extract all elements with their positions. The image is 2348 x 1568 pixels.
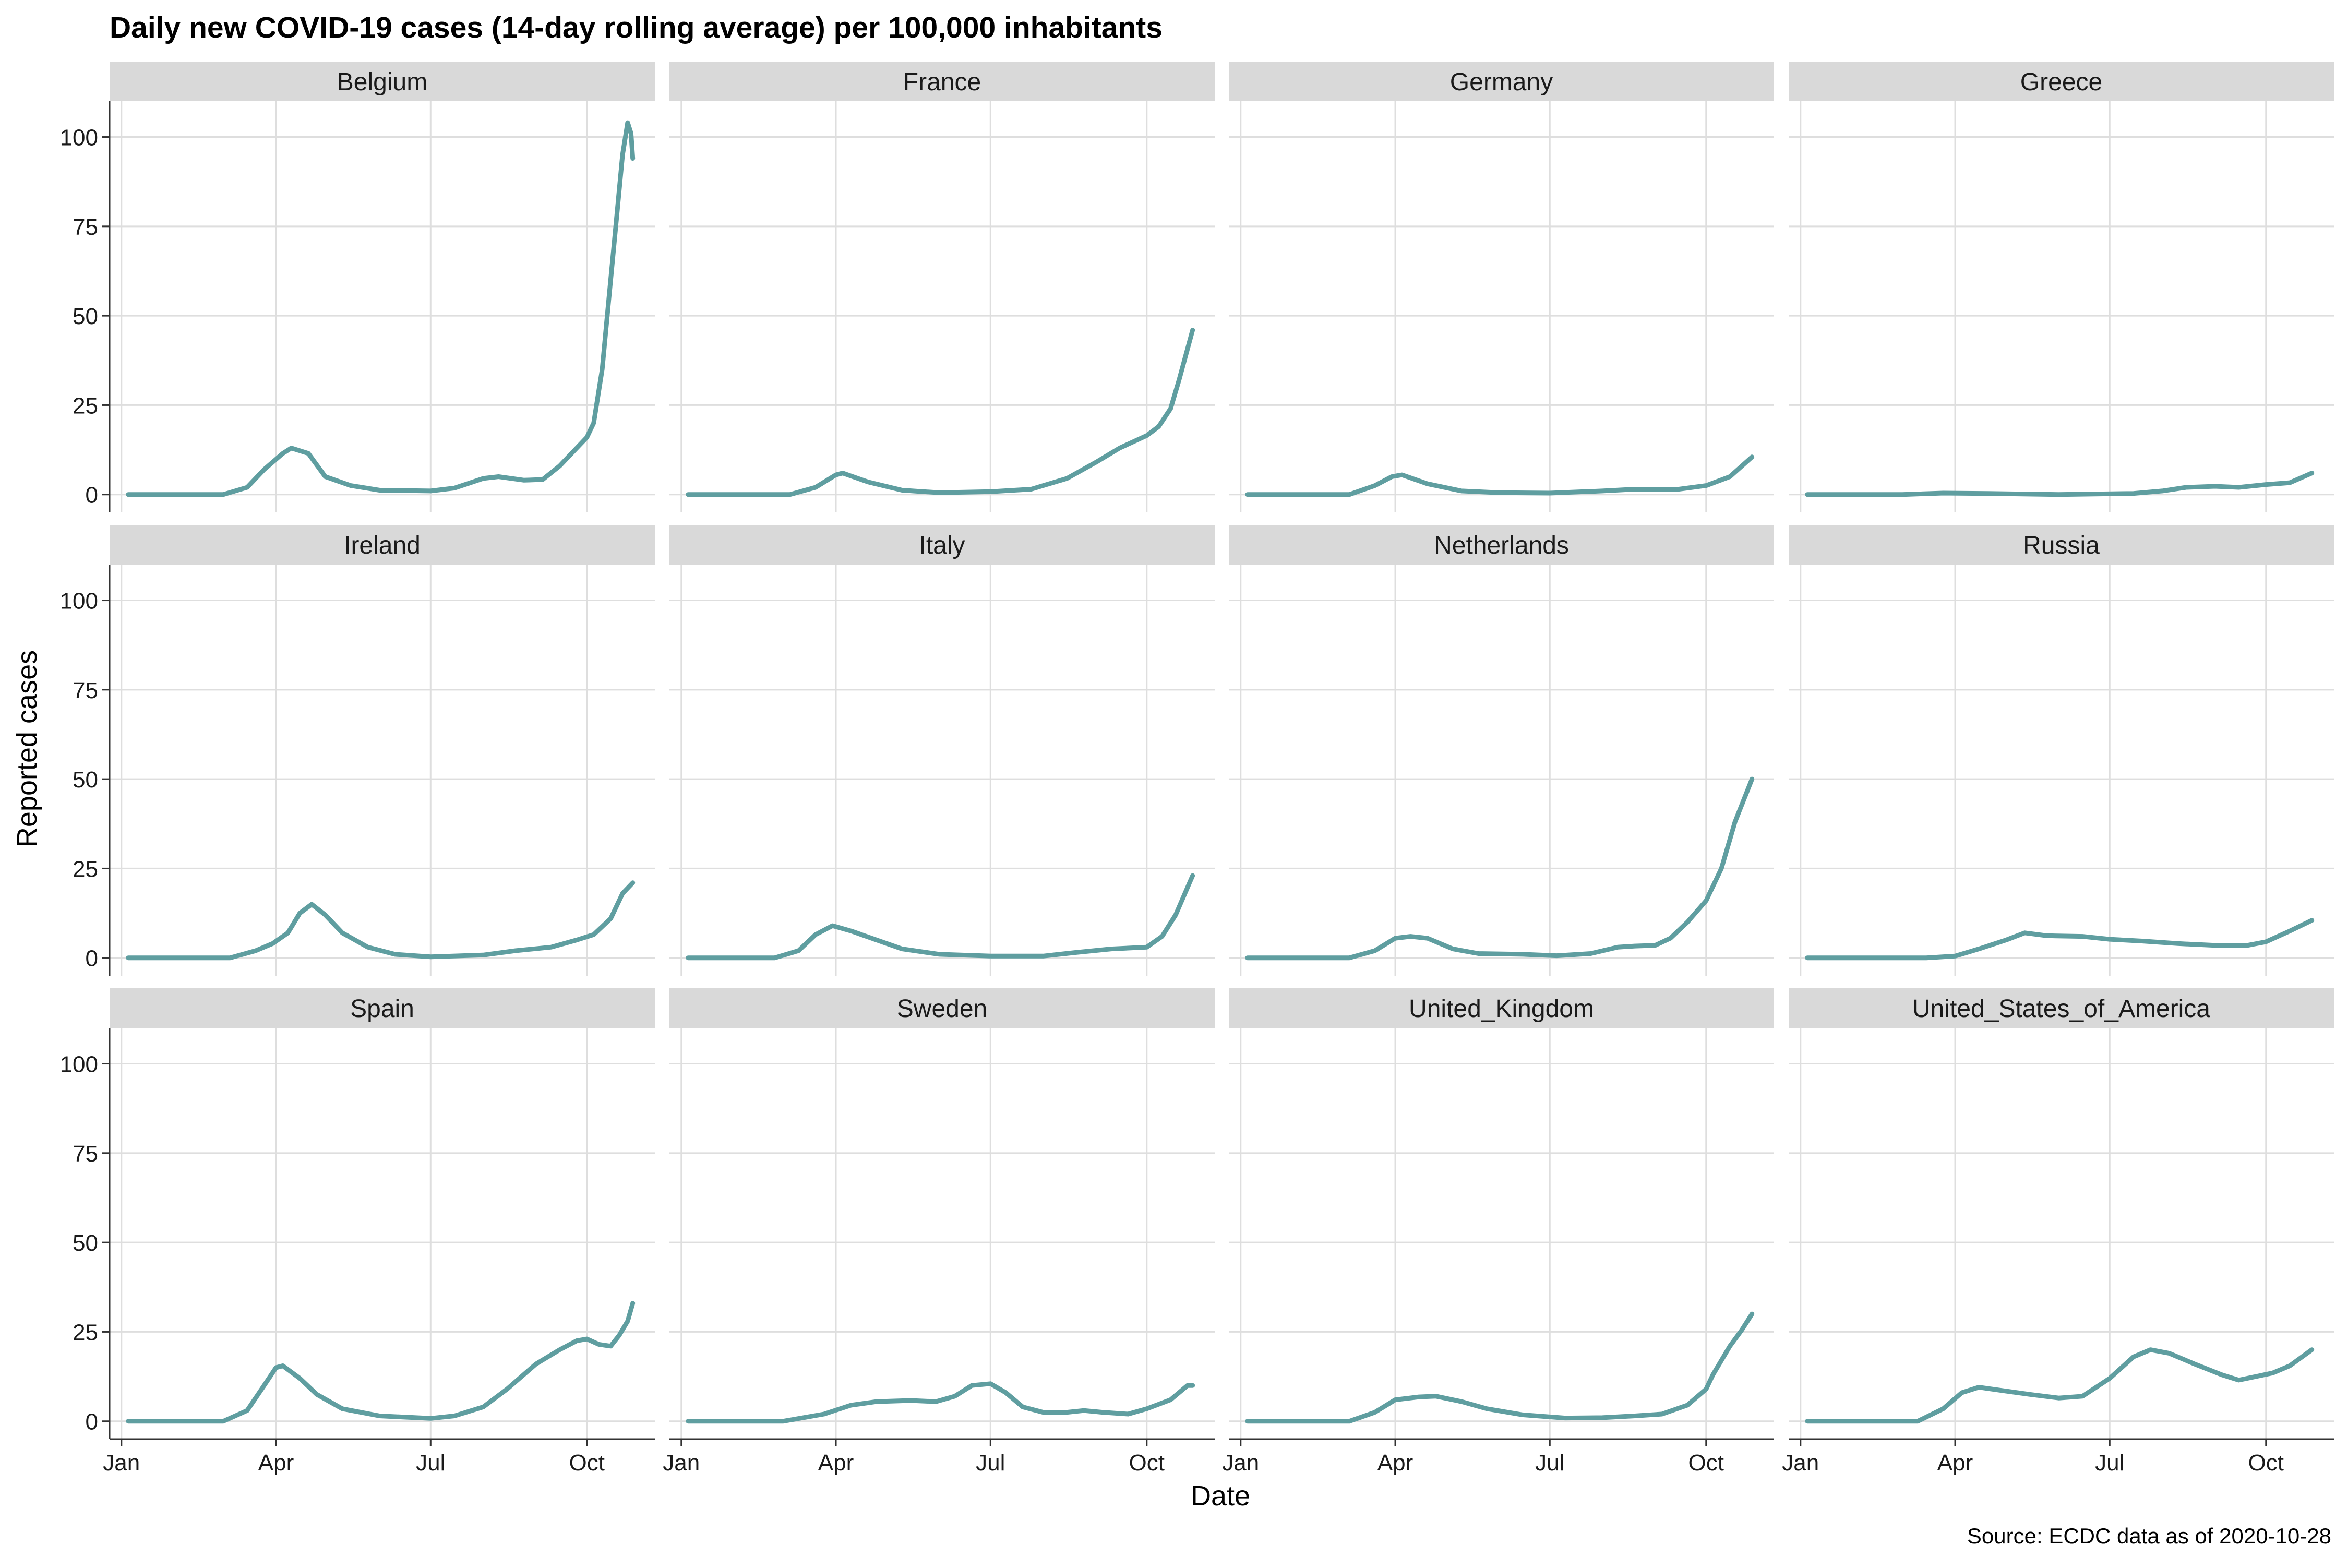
- facet-strip-france: [669, 62, 1215, 101]
- x-tick-label: Jan: [1222, 1450, 1259, 1476]
- facet-label-united-kingdom: United_Kingdom: [1409, 995, 1594, 1023]
- series-line-italy: [686, 873, 1195, 961]
- y-tick-label: 25: [73, 856, 98, 882]
- y-tick-label: 50: [73, 767, 98, 793]
- x-tick-label: Jan: [103, 1450, 140, 1476]
- source-caption: Source: ECDC data as of 2020-10-28: [1967, 1524, 2331, 1548]
- x-tick-label: Jul: [2095, 1450, 2124, 1476]
- x-tick-label: Jul: [1535, 1450, 1564, 1476]
- y-tick-label: 100: [60, 125, 98, 151]
- x-tick-label: Oct: [1688, 1450, 1724, 1476]
- x-tick-label: Jan: [663, 1450, 700, 1476]
- facet-united-states-of-america: United_States_of_America Jan Apr Jul Oct: [1782, 988, 2334, 1476]
- facet-label-greece: Greece: [2020, 68, 2102, 96]
- facet-label-france: France: [903, 68, 981, 96]
- facet-label-italy: Italy: [919, 532, 965, 559]
- x-tick-label: Apr: [258, 1450, 294, 1476]
- series-line-belgium: [126, 120, 636, 497]
- facet-strip-spain: [110, 988, 655, 1028]
- facet-strip-italy: [669, 525, 1215, 565]
- facet-united-kingdom: United_Kingdom Jan Apr Jul Oct: [1222, 988, 1774, 1476]
- y-tick-label: 0: [86, 1409, 98, 1435]
- y-tick-label: 50: [73, 304, 98, 329]
- facet-panels: Belgium 0 25 50 75 100 France Germany Greece Irel…: [60, 62, 2334, 1476]
- y-tick-label: 25: [73, 393, 98, 418]
- facet-label-spain: Spain: [350, 995, 414, 1023]
- facet-strip-sweden: [669, 988, 1215, 1028]
- y-axis-label: Reported cases: [11, 650, 43, 847]
- facet-strip-netherlands: [1229, 525, 1774, 565]
- facet-russia: Russia: [1789, 525, 2334, 976]
- series-line-russia: [1805, 918, 2315, 961]
- facet-label-russia: Russia: [2023, 532, 2100, 559]
- facet-italy: Italy: [669, 525, 1215, 976]
- facet-strip-russia: [1789, 525, 2334, 565]
- x-axis-label: Date: [1191, 1480, 1250, 1512]
- facet-strip-united-states-of-america: [1789, 988, 2334, 1028]
- series-line-united-states-of-america: [1805, 1347, 2315, 1424]
- series-line-united-kingdom: [1245, 1311, 1755, 1424]
- series-line-germany: [1245, 454, 1755, 497]
- facet-ireland: Ireland 0 25 50 75 100: [60, 525, 655, 976]
- y-tick-label: 25: [73, 1320, 98, 1345]
- facet-sweden: Sweden Jan Apr Jul Oct: [663, 988, 1215, 1476]
- series-line-france: [686, 328, 1195, 497]
- series-line-spain: [126, 1301, 636, 1424]
- x-tick-label: Apr: [1377, 1450, 1413, 1476]
- facet-label-germany: Germany: [1450, 68, 1553, 96]
- facet-spain: Spain 0 25 50 75 100 Jan Apr Jul Oct: [60, 988, 655, 1476]
- facet-strip-greece: [1789, 62, 2334, 101]
- facet-greece: Greece: [1789, 62, 2334, 512]
- y-tick-label: 75: [73, 1141, 98, 1167]
- facet-france: France: [669, 62, 1215, 512]
- y-tick-label: 50: [73, 1230, 98, 1256]
- facet-germany: Germany: [1229, 62, 1774, 512]
- y-tick-label: 100: [60, 589, 98, 614]
- series-line-netherlands: [1245, 776, 1755, 961]
- facet-label-netherlands: Netherlands: [1434, 532, 1569, 559]
- x-tick-label: Oct: [2248, 1450, 2284, 1476]
- chart-title: Daily new COVID-19 cases (14-day rolling…: [110, 11, 1163, 44]
- x-tick-label: Jul: [976, 1450, 1005, 1476]
- facet-label-belgium: Belgium: [337, 68, 427, 96]
- x-tick-label: Apr: [818, 1450, 854, 1476]
- y-tick-label: 0: [86, 946, 98, 972]
- facet-strip-ireland: [110, 525, 655, 565]
- x-tick-label: Jan: [1782, 1450, 1819, 1476]
- x-tick-label: Oct: [1129, 1450, 1165, 1476]
- y-tick-label: 100: [60, 1052, 98, 1078]
- facet-netherlands: Netherlands: [1229, 525, 1774, 976]
- x-tick-label: Jul: [416, 1450, 445, 1476]
- y-tick-label: 75: [73, 678, 98, 703]
- facet-strip-belgium: [110, 62, 655, 101]
- facet-strip-germany: [1229, 62, 1774, 101]
- facet-strip-united-kingdom: [1229, 988, 1774, 1028]
- facet-label-united-states-of-america: United_States_of_America: [1912, 995, 2210, 1023]
- series-line-ireland: [126, 880, 636, 961]
- y-tick-label: 0: [86, 483, 98, 508]
- facet-belgium: Belgium 0 25 50 75 100: [60, 62, 655, 512]
- facet-label-ireland: Ireland: [344, 532, 421, 559]
- x-tick-label: Oct: [569, 1450, 605, 1476]
- facet-label-sweden: Sweden: [897, 995, 987, 1023]
- series-line-greece: [1805, 471, 2315, 497]
- x-tick-label: Apr: [1937, 1450, 1973, 1476]
- series-line-sweden: [686, 1381, 1195, 1424]
- y-tick-label: 75: [73, 214, 98, 240]
